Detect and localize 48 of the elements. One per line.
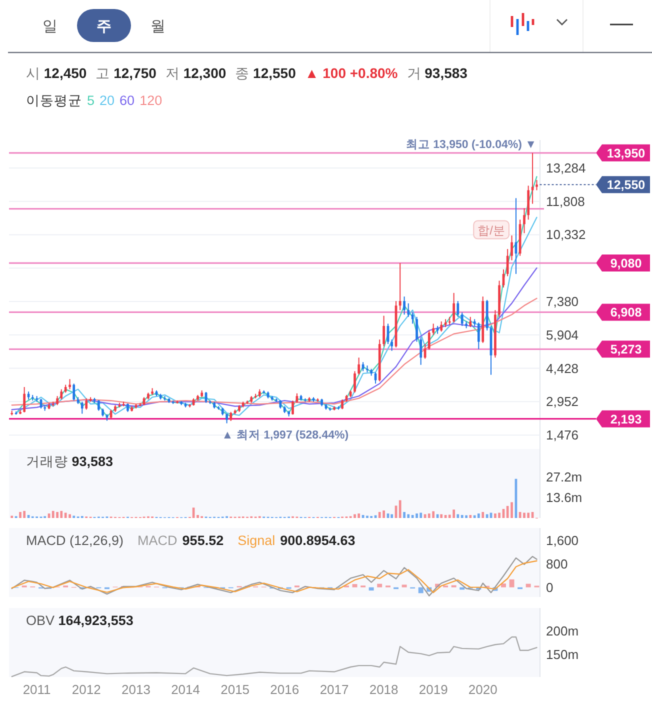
y-tick-label: 200m bbox=[546, 623, 579, 638]
x-tick-label: 2020 bbox=[468, 682, 498, 697]
annotation: 합/분 bbox=[478, 223, 505, 238]
y-tick-label: 11,808 bbox=[546, 194, 585, 209]
y-tick-label: 2,952 bbox=[546, 394, 579, 410]
y-tick-label: 13,284 bbox=[546, 160, 586, 176]
annotation: 12,550 bbox=[606, 178, 646, 192]
legend: MACD 955.52 Signal 900.8954.63 bbox=[138, 533, 356, 548]
y-tick-label: 5,904 bbox=[546, 327, 579, 342]
annotation: ▲ 최저 1,997 (528.44%) bbox=[222, 428, 349, 442]
current-price-note: 12,550 bbox=[539, 176, 650, 194]
y-tick-label: 10,332 bbox=[546, 227, 586, 242]
x-tick-label: 2018 bbox=[369, 682, 398, 697]
text: 일 bbox=[42, 18, 58, 35]
line-tag: 5,273 bbox=[540, 340, 650, 358]
x-tick-label: 2019 bbox=[418, 682, 448, 697]
note-badge: 합/분 bbox=[473, 220, 510, 240]
text: 주 bbox=[96, 18, 112, 35]
x-tick-label: 2016 bbox=[270, 682, 300, 697]
x-tick-label: 2014 bbox=[171, 682, 200, 697]
x-tick-label: 2011 bbox=[22, 682, 51, 697]
y-tick-label: 27.2m bbox=[546, 470, 582, 485]
annotation: 2,193 bbox=[610, 412, 642, 426]
annotation: 6,908 bbox=[610, 306, 642, 320]
text: 월 bbox=[150, 18, 166, 35]
header: 시 12,450 고 12,750 저 12,300 종 12,550 ▲ 100 +0.80% 거 93,583 bbox=[26, 65, 468, 81]
y-tick-label: 800 bbox=[546, 556, 568, 572]
chart-title: MACD (12,26,9) bbox=[26, 533, 124, 548]
x-tick-label: 2012 bbox=[72, 682, 101, 697]
annotation: 최고 13,950 (-10.04%) ▼ bbox=[406, 138, 537, 151]
x-tick-label: 2015 bbox=[220, 682, 250, 697]
legend: 이동평균 5 20 60 120 bbox=[26, 93, 162, 108]
y-tick-label: 1,600 bbox=[546, 532, 579, 548]
x-tick-label: 2017 bbox=[320, 682, 349, 697]
line-tag: 9,080 bbox=[540, 254, 650, 272]
chart-title: OBV 164,923,553 bbox=[26, 613, 134, 628]
y-tick-label: 4,428 bbox=[546, 360, 579, 376]
annotation: 5,273 bbox=[610, 342, 642, 357]
annotation: 9,080 bbox=[610, 256, 642, 271]
y-tick-label: 13.6m bbox=[546, 490, 582, 506]
x-tick-label: 2013 bbox=[122, 682, 150, 697]
y-tick-label: 0 bbox=[546, 580, 554, 595]
annotation: 13,950 bbox=[606, 146, 646, 160]
chart-title: 거래량 93,583 bbox=[26, 454, 114, 469]
y-tick-label: 1,476 bbox=[546, 428, 579, 443]
y-tick-label: 150m bbox=[546, 647, 579, 662]
line-tag: 2,193 bbox=[540, 410, 650, 428]
line-tag: 13,950 bbox=[540, 144, 650, 162]
